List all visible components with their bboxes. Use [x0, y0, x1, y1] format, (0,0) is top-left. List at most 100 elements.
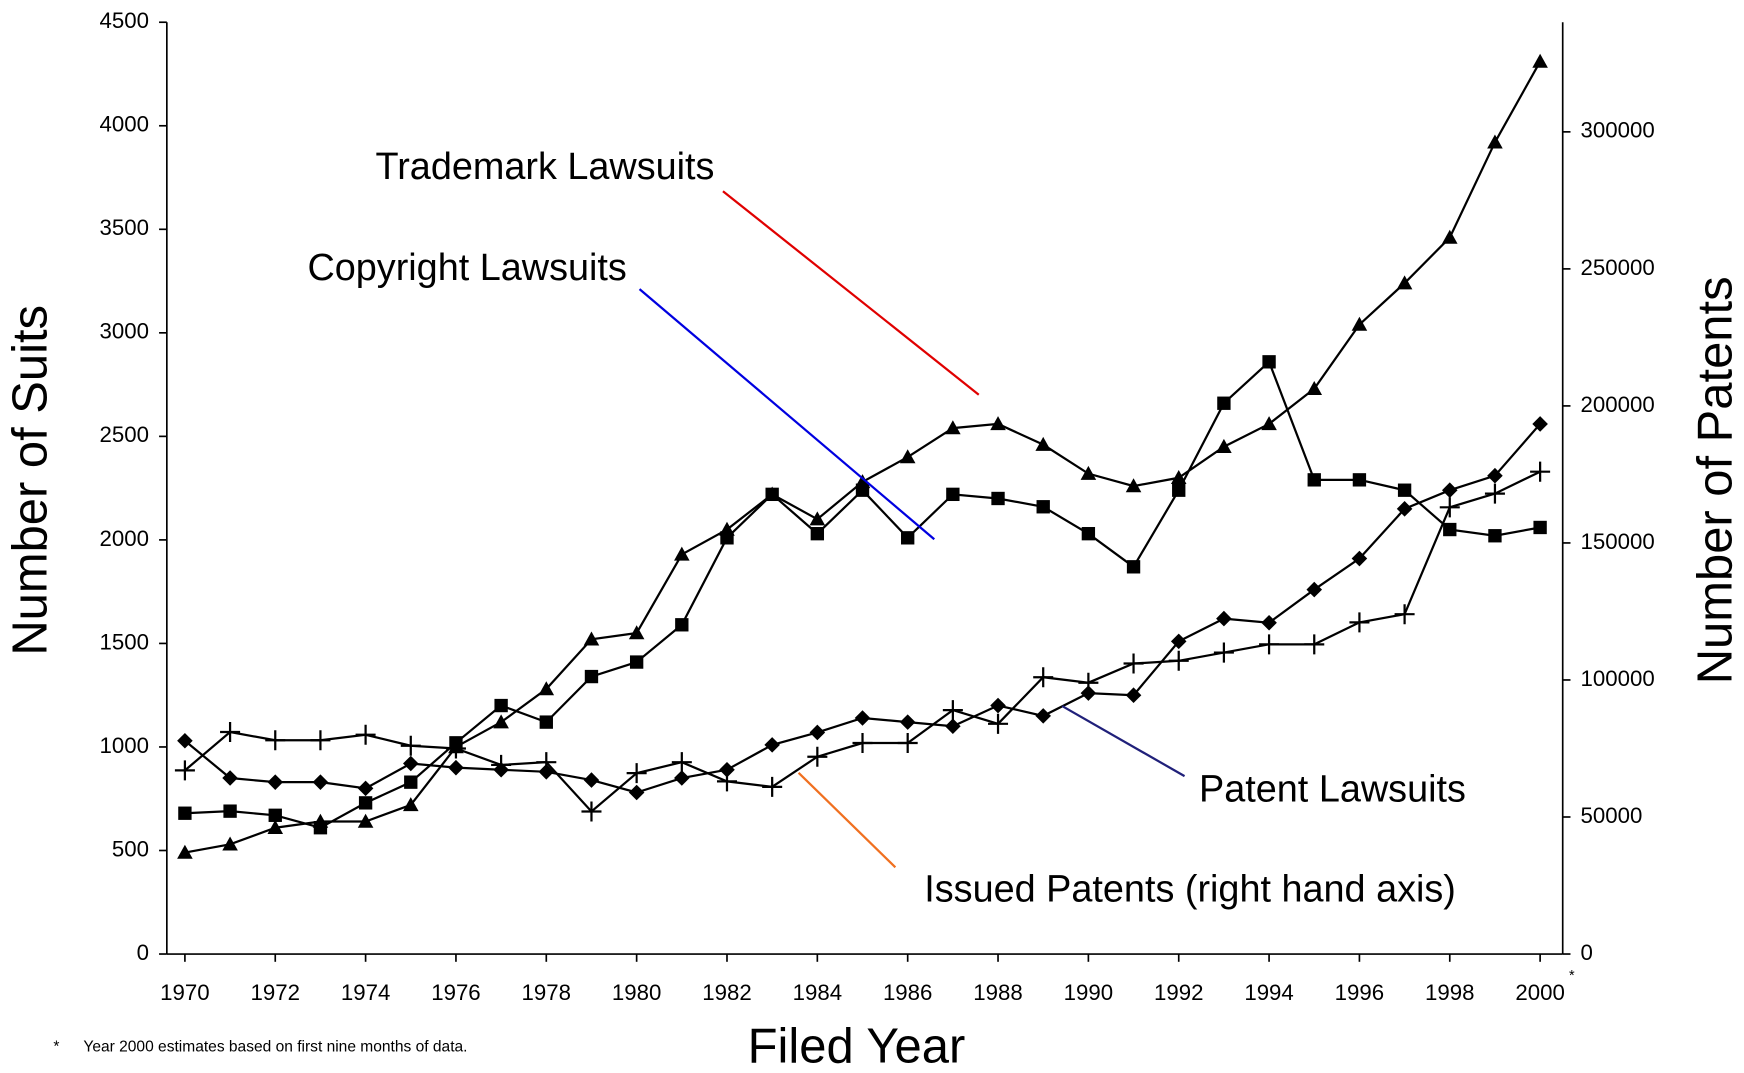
x-tick-label: 1984 [793, 980, 842, 1005]
point [809, 724, 826, 741]
y-tick-label: 500 [112, 836, 149, 861]
point [1443, 522, 1457, 537]
point [1078, 672, 1099, 693]
point [1351, 316, 1368, 331]
leader-line [638, 288, 936, 541]
point [1394, 604, 1415, 625]
point [310, 730, 331, 751]
x-tick-label: 1994 [1244, 980, 1293, 1005]
point [355, 724, 376, 745]
point [1397, 483, 1412, 497]
point [1349, 612, 1370, 633]
point [1259, 634, 1280, 655]
point [1439, 497, 1460, 518]
x-tick-label: 1992 [1154, 980, 1203, 1005]
point [1441, 229, 1458, 244]
point [762, 776, 783, 797]
point [990, 416, 1006, 431]
x-tick-label: 1976 [431, 980, 480, 1005]
x-tick-label: 1998 [1425, 980, 1474, 1005]
point [584, 669, 599, 684]
point [581, 801, 602, 822]
point [1033, 667, 1054, 688]
point [674, 770, 690, 786]
y-tick-label: 4000 [100, 112, 149, 137]
point [494, 698, 508, 713]
point [628, 784, 645, 801]
y-tick-label: 1500 [100, 629, 149, 654]
point [1036, 500, 1050, 514]
point [945, 718, 961, 735]
point [1488, 529, 1502, 543]
point [1396, 501, 1413, 517]
y-tick-label: 3000 [100, 319, 149, 344]
point [765, 487, 779, 502]
x-tick-label: 1996 [1335, 980, 1384, 1005]
point [899, 714, 916, 730]
point [854, 710, 871, 726]
point [675, 618, 689, 632]
y2-tick-label: 300000 [1581, 118, 1655, 143]
point [626, 763, 647, 784]
y2-tick-label: 150000 [1581, 529, 1655, 554]
point [402, 755, 419, 772]
point [1261, 416, 1277, 431]
x-tick-label: 2000 [1515, 980, 1564, 1005]
point [1123, 653, 1144, 674]
point [1080, 685, 1097, 701]
point [538, 681, 555, 696]
y-tick-label: 3500 [100, 215, 149, 240]
point [988, 713, 1009, 734]
point [177, 844, 193, 859]
point [1533, 520, 1547, 535]
point [1172, 483, 1186, 497]
point [1484, 483, 1505, 504]
point [357, 813, 374, 828]
series-line [184, 359, 1541, 829]
point [1351, 550, 1368, 567]
point [177, 732, 193, 749]
point [493, 714, 509, 729]
point [946, 487, 960, 502]
point [1035, 436, 1051, 451]
point [1081, 527, 1096, 541]
point [719, 761, 735, 778]
y-tick-label: 2500 [100, 422, 149, 447]
point [945, 420, 961, 435]
point [991, 491, 1005, 506]
point [536, 752, 557, 773]
point [1168, 650, 1189, 671]
point [174, 760, 195, 781]
point [267, 819, 284, 834]
point [178, 806, 192, 820]
y-tick-label: 0 [137, 940, 149, 965]
x-tick-label: 1982 [702, 980, 751, 1005]
point [1396, 275, 1413, 290]
point [990, 697, 1006, 714]
point [491, 754, 512, 775]
leader-line [1061, 705, 1186, 778]
point [1217, 396, 1231, 410]
x-tick-label: 1980 [612, 980, 661, 1005]
point [897, 732, 918, 754]
point [899, 449, 916, 464]
y-tick-label: 2000 [100, 526, 149, 551]
point [764, 737, 780, 753]
point [265, 730, 286, 751]
y-tick-label: 1000 [100, 733, 149, 758]
point [1261, 614, 1277, 631]
point [1216, 610, 1232, 627]
point [810, 527, 825, 541]
point [1441, 482, 1458, 498]
y2-tick-label: 0 [1581, 940, 1593, 965]
x-axis-label: Filed Year [748, 1020, 966, 1073]
point [942, 700, 963, 721]
point [716, 771, 738, 792]
x-tick-label: 1974 [341, 980, 390, 1005]
point [1125, 478, 1142, 493]
point [222, 836, 238, 851]
point [312, 774, 329, 790]
point [404, 775, 418, 789]
x-tick-label: 1970 [160, 980, 209, 1005]
